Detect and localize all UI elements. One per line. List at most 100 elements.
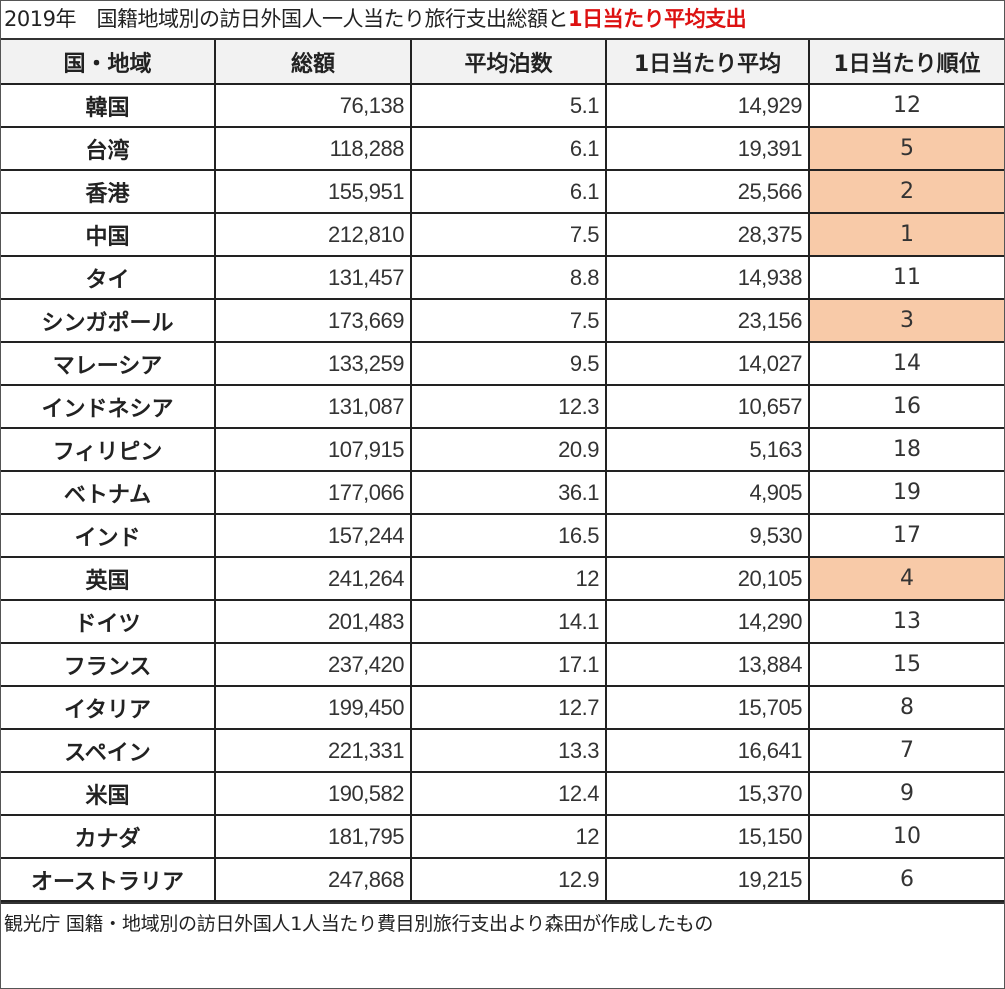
total-cell: 199,450 xyxy=(214,685,412,730)
region-cell: イタリア xyxy=(1,685,216,730)
rank-cell: 19 xyxy=(808,470,1004,515)
daily-cell: 23,156 xyxy=(605,298,810,343)
total-cell: 155,951 xyxy=(214,169,412,214)
daily-cell: 28,375 xyxy=(605,212,810,257)
nights-cell: 20.9 xyxy=(410,427,607,472)
nights-cell: 14.1 xyxy=(410,599,607,644)
table-row: 英国 241,264 12 20,105 4 xyxy=(1,556,1004,601)
daily-cell: 15,150 xyxy=(605,814,810,859)
title-highlight: 1日当たり平均支出 xyxy=(567,7,747,31)
table-row: シンガポール 173,669 7.5 23,156 3 xyxy=(1,298,1004,343)
total-cell: 237,420 xyxy=(214,642,412,687)
rank-cell: 1 xyxy=(808,212,1004,257)
rank-cell: 15 xyxy=(808,642,1004,687)
table-body: 韓国 76,138 5.1 14,929 12 台湾 118,288 6.1 19,391 5 香港… xyxy=(1,83,1004,902)
table-row: ドイツ 201,483 14.1 14,290 13 xyxy=(1,599,1004,644)
rank-cell: 4 xyxy=(808,556,1004,601)
header-total: 総額 xyxy=(214,40,412,85)
region-cell: 英国 xyxy=(1,556,216,601)
daily-cell: 13,884 xyxy=(605,642,810,687)
nights-cell: 5.1 xyxy=(410,83,607,128)
total-cell: 157,244 xyxy=(214,513,412,558)
header-region: 国・地域 xyxy=(1,40,216,85)
table-row: マレーシア 133,259 9.5 14,027 14 xyxy=(1,341,1004,386)
nights-cell: 7.5 xyxy=(410,298,607,343)
rank-cell: 11 xyxy=(808,255,1004,300)
rank-cell: 18 xyxy=(808,427,1004,472)
daily-cell: 14,929 xyxy=(605,83,810,128)
region-cell: シンガポール xyxy=(1,298,216,343)
total-cell: 241,264 xyxy=(214,556,412,601)
nights-cell: 13.3 xyxy=(410,728,607,773)
region-cell: カナダ xyxy=(1,814,216,859)
nights-cell: 6.1 xyxy=(410,169,607,214)
table-row: ベトナム 177,066 36.1 4,905 19 xyxy=(1,470,1004,515)
table-row: フランス 237,420 17.1 13,884 15 xyxy=(1,642,1004,687)
table-row: 米国 190,582 12.4 15,370 9 xyxy=(1,771,1004,816)
rank-cell: 17 xyxy=(808,513,1004,558)
region-cell: 中国 xyxy=(1,212,216,257)
rank-cell: 3 xyxy=(808,298,1004,343)
nights-cell: 12 xyxy=(410,556,607,601)
spending-table: 国・地域 総額 平均泊数 1日当たり平均 1日当たり順位 韓国 76,138 5.1… xyxy=(1,40,1004,902)
total-cell: 247,868 xyxy=(214,857,412,902)
nights-cell: 6.1 xyxy=(410,126,607,171)
region-cell: 台湾 xyxy=(1,126,216,171)
document-title: 2019年 国籍地域別の訪日外国人一人当たり旅行支出総額と1日当たり平均支出 xyxy=(1,1,1004,40)
daily-cell: 14,290 xyxy=(605,599,810,644)
total-cell: 118,288 xyxy=(214,126,412,171)
daily-cell: 9,530 xyxy=(605,513,810,558)
region-cell: スペイン xyxy=(1,728,216,773)
header-nights: 平均泊数 xyxy=(410,40,607,85)
rank-cell: 8 xyxy=(808,685,1004,730)
header-rank: 1日当たり順位 xyxy=(808,40,1004,85)
nights-cell: 12 xyxy=(410,814,607,859)
total-cell: 131,087 xyxy=(214,384,412,429)
region-cell: マレーシア xyxy=(1,341,216,386)
table-row: 香港 155,951 6.1 25,566 2 xyxy=(1,169,1004,214)
rank-cell: 7 xyxy=(808,728,1004,773)
nights-cell: 17.1 xyxy=(410,642,607,687)
total-cell: 181,795 xyxy=(214,814,412,859)
region-cell: 香港 xyxy=(1,169,216,214)
table-row: インド 157,244 16.5 9,530 17 xyxy=(1,513,1004,558)
total-cell: 133,259 xyxy=(214,341,412,386)
region-cell: インドネシア xyxy=(1,384,216,429)
region-cell: フランス xyxy=(1,642,216,687)
daily-cell: 16,641 xyxy=(605,728,810,773)
nights-cell: 12.9 xyxy=(410,857,607,902)
region-cell: オーストラリア xyxy=(1,857,216,902)
daily-cell: 14,938 xyxy=(605,255,810,300)
nights-cell: 12.7 xyxy=(410,685,607,730)
rank-cell: 13 xyxy=(808,599,1004,644)
daily-cell: 14,027 xyxy=(605,341,810,386)
rank-cell: 2 xyxy=(808,169,1004,214)
nights-cell: 36.1 xyxy=(410,470,607,515)
rank-cell: 10 xyxy=(808,814,1004,859)
rank-cell: 9 xyxy=(808,771,1004,816)
total-cell: 190,582 xyxy=(214,771,412,816)
table-row: 中国 212,810 7.5 28,375 1 xyxy=(1,212,1004,257)
daily-cell: 4,905 xyxy=(605,470,810,515)
title-text: 2019年 国籍地域別の訪日外国人一人当たり旅行支出総額と xyxy=(4,7,568,31)
total-cell: 107,915 xyxy=(214,427,412,472)
region-cell: 米国 xyxy=(1,771,216,816)
nights-cell: 9.5 xyxy=(410,341,607,386)
table-row: スペイン 221,331 13.3 16,641 7 xyxy=(1,728,1004,773)
daily-cell: 20,105 xyxy=(605,556,810,601)
daily-cell: 19,215 xyxy=(605,857,810,902)
total-cell: 173,669 xyxy=(214,298,412,343)
daily-cell: 15,705 xyxy=(605,685,810,730)
nights-cell: 12.4 xyxy=(410,771,607,816)
region-cell: ドイツ xyxy=(1,599,216,644)
region-cell: タイ xyxy=(1,255,216,300)
nights-cell: 8.8 xyxy=(410,255,607,300)
rank-cell: 5 xyxy=(808,126,1004,171)
table-row: タイ 131,457 8.8 14,938 11 xyxy=(1,255,1004,300)
region-cell: 韓国 xyxy=(1,83,216,128)
region-cell: インド xyxy=(1,513,216,558)
daily-cell: 19,391 xyxy=(605,126,810,171)
table-row: 台湾 118,288 6.1 19,391 5 xyxy=(1,126,1004,171)
nights-cell: 16.5 xyxy=(410,513,607,558)
